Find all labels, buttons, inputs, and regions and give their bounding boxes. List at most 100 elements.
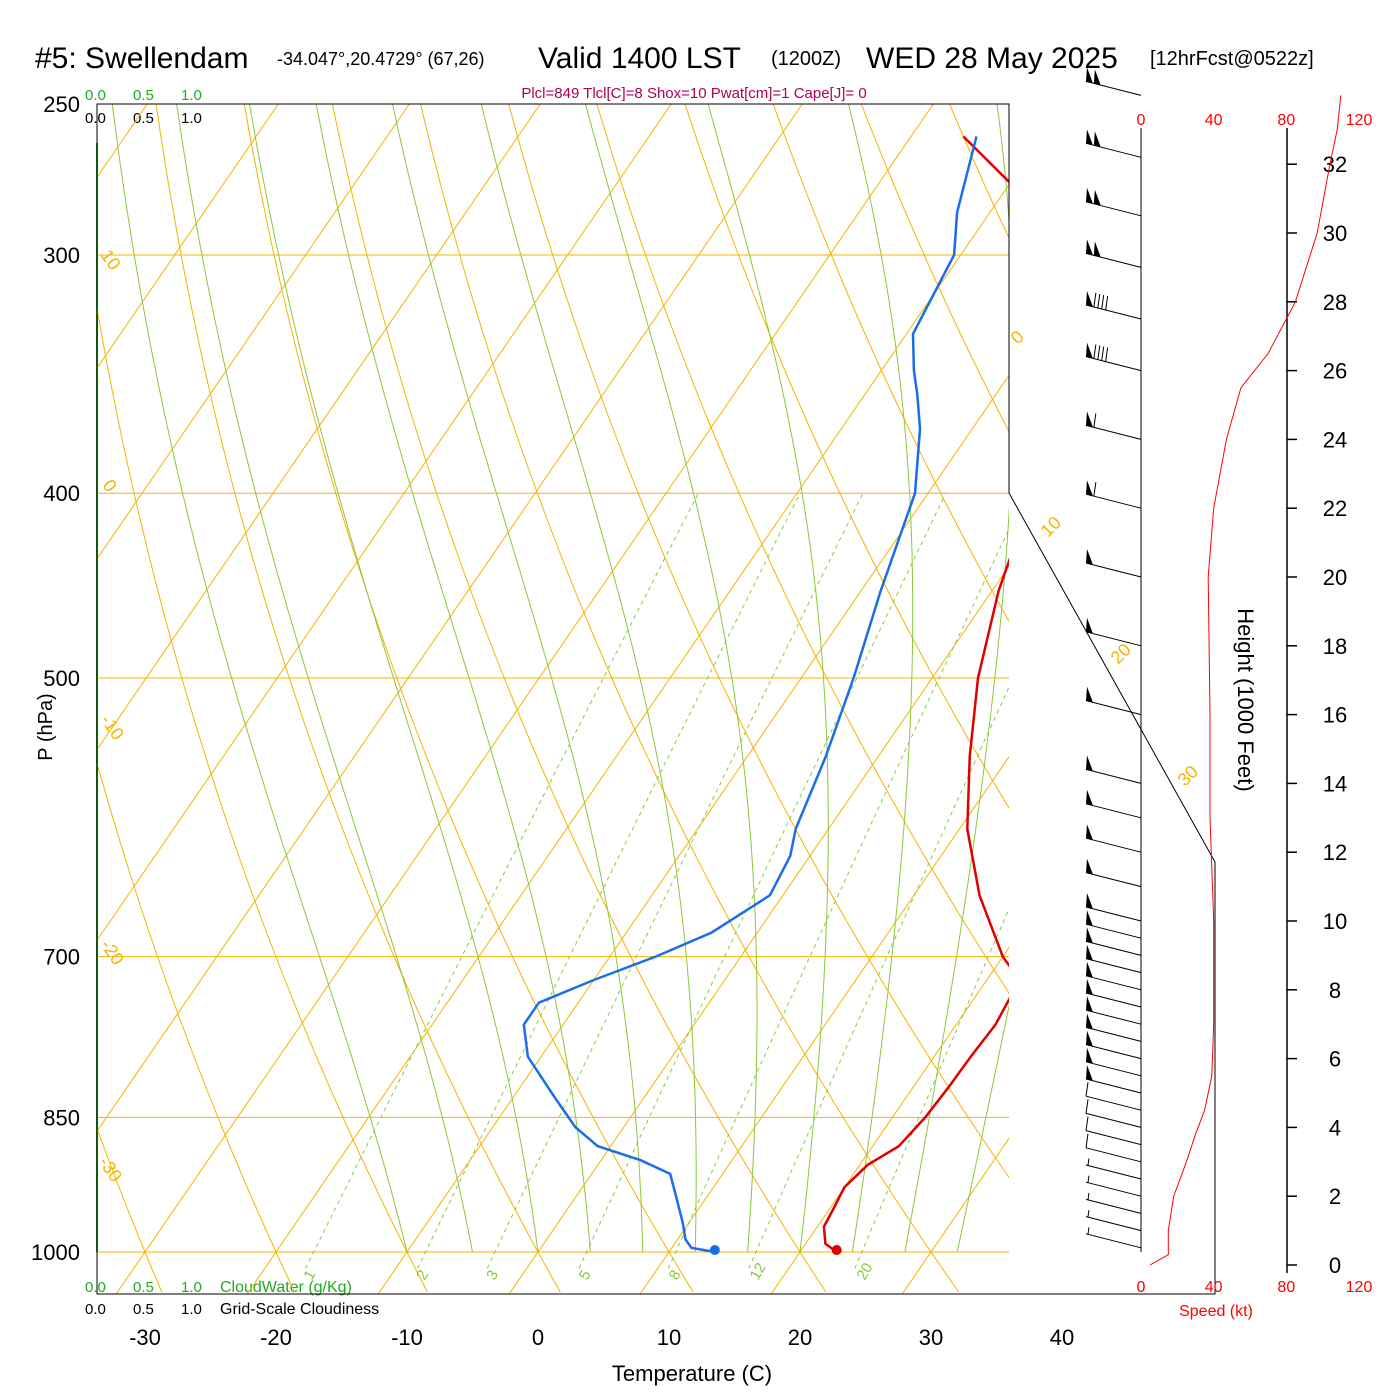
wind-barb [1085, 1158, 1142, 1180]
dry-adiabat [860, 104, 1009, 433]
isotherm-line [508, 565, 1009, 1294]
barb-shaft [1085, 424, 1142, 440]
cloudwater-tick-top: 0.0 [85, 87, 106, 104]
temperature-tick-label: -10 [391, 1325, 423, 1350]
moist-adiabat [904, 104, 1009, 1253]
mixing-ratio-line [667, 527, 1009, 1269]
isotherm-line [97, 104, 541, 751]
wind-barb [1085, 944, 1142, 974]
barb-half-flag [1087, 1192, 1090, 1200]
valid-date: WED 28 May 2025 [866, 42, 1118, 75]
height-tick-label: 22 [1323, 496, 1347, 521]
barb-shaft [1085, 1233, 1142, 1249]
barb-shaft [1085, 356, 1142, 372]
moist-adiabat [315, 104, 591, 1253]
mixing-ratio-line [748, 685, 1009, 1269]
isotherm-line [97, 104, 803, 1133]
barb-shaft [1085, 803, 1142, 819]
barb-pennant [1086, 910, 1093, 926]
wind-barb [1085, 1227, 1142, 1249]
dry-adiabat [97, 1127, 163, 1293]
station-coords: -34.047°,20.4729° (67,26) [277, 49, 485, 69]
barb-pennant [1086, 129, 1093, 146]
isotherm-line [0, 104, 16, 1294]
barb-pennant [1086, 187, 1093, 204]
barb-shaft [1085, 992, 1142, 1008]
barb-half-flag [1087, 1227, 1090, 1235]
height-tick-label: 14 [1323, 771, 1347, 796]
barb-flag [1097, 345, 1101, 360]
dry-adiabat [1390, 104, 1400, 1292]
wind-barb [1085, 686, 1142, 716]
barb-shaft [1085, 1198, 1142, 1214]
wind-barb [1085, 1065, 1142, 1094]
temperature-tick-label: 10 [657, 1325, 681, 1350]
moist-adiabat [480, 104, 697, 1253]
dry-adiabat [97, 761, 296, 1293]
barb-pennant [1086, 824, 1093, 840]
wind-barb [1085, 1192, 1142, 1214]
moist-adiabat [176, 104, 473, 1253]
utc-time: (1200Z) [771, 48, 841, 70]
barb-pennant [1086, 1047, 1093, 1064]
dry-adiabat [949, 104, 1009, 240]
barb-shaft [1085, 304, 1142, 320]
wind-barb [1085, 67, 1142, 96]
barb-flag [1085, 1099, 1089, 1114]
wind-barb [1085, 1133, 1142, 1163]
barb-pennant [1086, 1013, 1093, 1030]
barb-pennant [1086, 944, 1093, 961]
height-tick-label: 20 [1323, 565, 1347, 590]
barb-shaft [1085, 252, 1142, 268]
isotherm-line [377, 374, 1009, 1294]
isotherm-label: 20 [1107, 640, 1135, 668]
barb-pennant [1093, 131, 1101, 148]
barb-shaft [1085, 1061, 1142, 1077]
cloudwater-label: CloudWater (g/Kg) [220, 1279, 352, 1296]
moist-adiabat [249, 104, 539, 1253]
isotherm-label: 30 [1174, 762, 1202, 790]
barb-shaft [1085, 923, 1142, 939]
barb-shaft [1085, 1026, 1142, 1042]
wind-barb [1085, 927, 1142, 956]
isotherm-label: 10 [97, 246, 125, 274]
isotherm-line [115, 104, 934, 1294]
speed-tick-label-top: 120 [1346, 112, 1373, 129]
barb-flag [1093, 292, 1097, 308]
barb-pennant [1086, 927, 1093, 944]
barb-shaft [1085, 1164, 1142, 1180]
wind-barb [1085, 549, 1142, 578]
isotherm-line [97, 104, 410, 560]
barb-pennant [1086, 480, 1093, 496]
dry-adiabat [1126, 104, 1400, 1292]
plot-frame [96, 103, 1216, 1295]
barb-shaft [1085, 1147, 1142, 1163]
barb-flag [1101, 294, 1105, 310]
barb-shaft [1085, 768, 1142, 784]
barb-pennant [1093, 241, 1101, 258]
barb-half-flag [1087, 1175, 1090, 1183]
barb-pennant [1086, 1030, 1093, 1047]
speed-tick-label-bottom: 80 [1277, 1279, 1295, 1296]
barb-pennant [1093, 69, 1101, 86]
forecast-info: [12hrFcst@0522z] [1150, 48, 1314, 70]
barb-shaft [1085, 975, 1142, 991]
barb-shaft [1085, 1078, 1142, 1094]
barb-pennant [1086, 961, 1093, 978]
barb-pennant [1086, 858, 1093, 875]
dry-adiabat [508, 104, 1009, 1179]
dry-adiabat [772, 104, 1009, 623]
barb-flag [1093, 482, 1097, 497]
mixing-ratio-label: 3 [483, 1267, 502, 1283]
height-tick-label: 24 [1323, 427, 1347, 452]
barb-pennant [1086, 617, 1093, 634]
wind-barb [1085, 824, 1142, 853]
speed-tick-label-bottom: 0 [1137, 1279, 1146, 1296]
barb-pennant [1086, 686, 1093, 703]
barb-pennant [1086, 789, 1093, 806]
temperature-tick-label: 20 [788, 1325, 812, 1350]
barb-pennant [1086, 291, 1093, 307]
mixing-ratio-label: 2 [413, 1267, 432, 1283]
cloudwater-tick-top: 0.5 [133, 87, 154, 104]
